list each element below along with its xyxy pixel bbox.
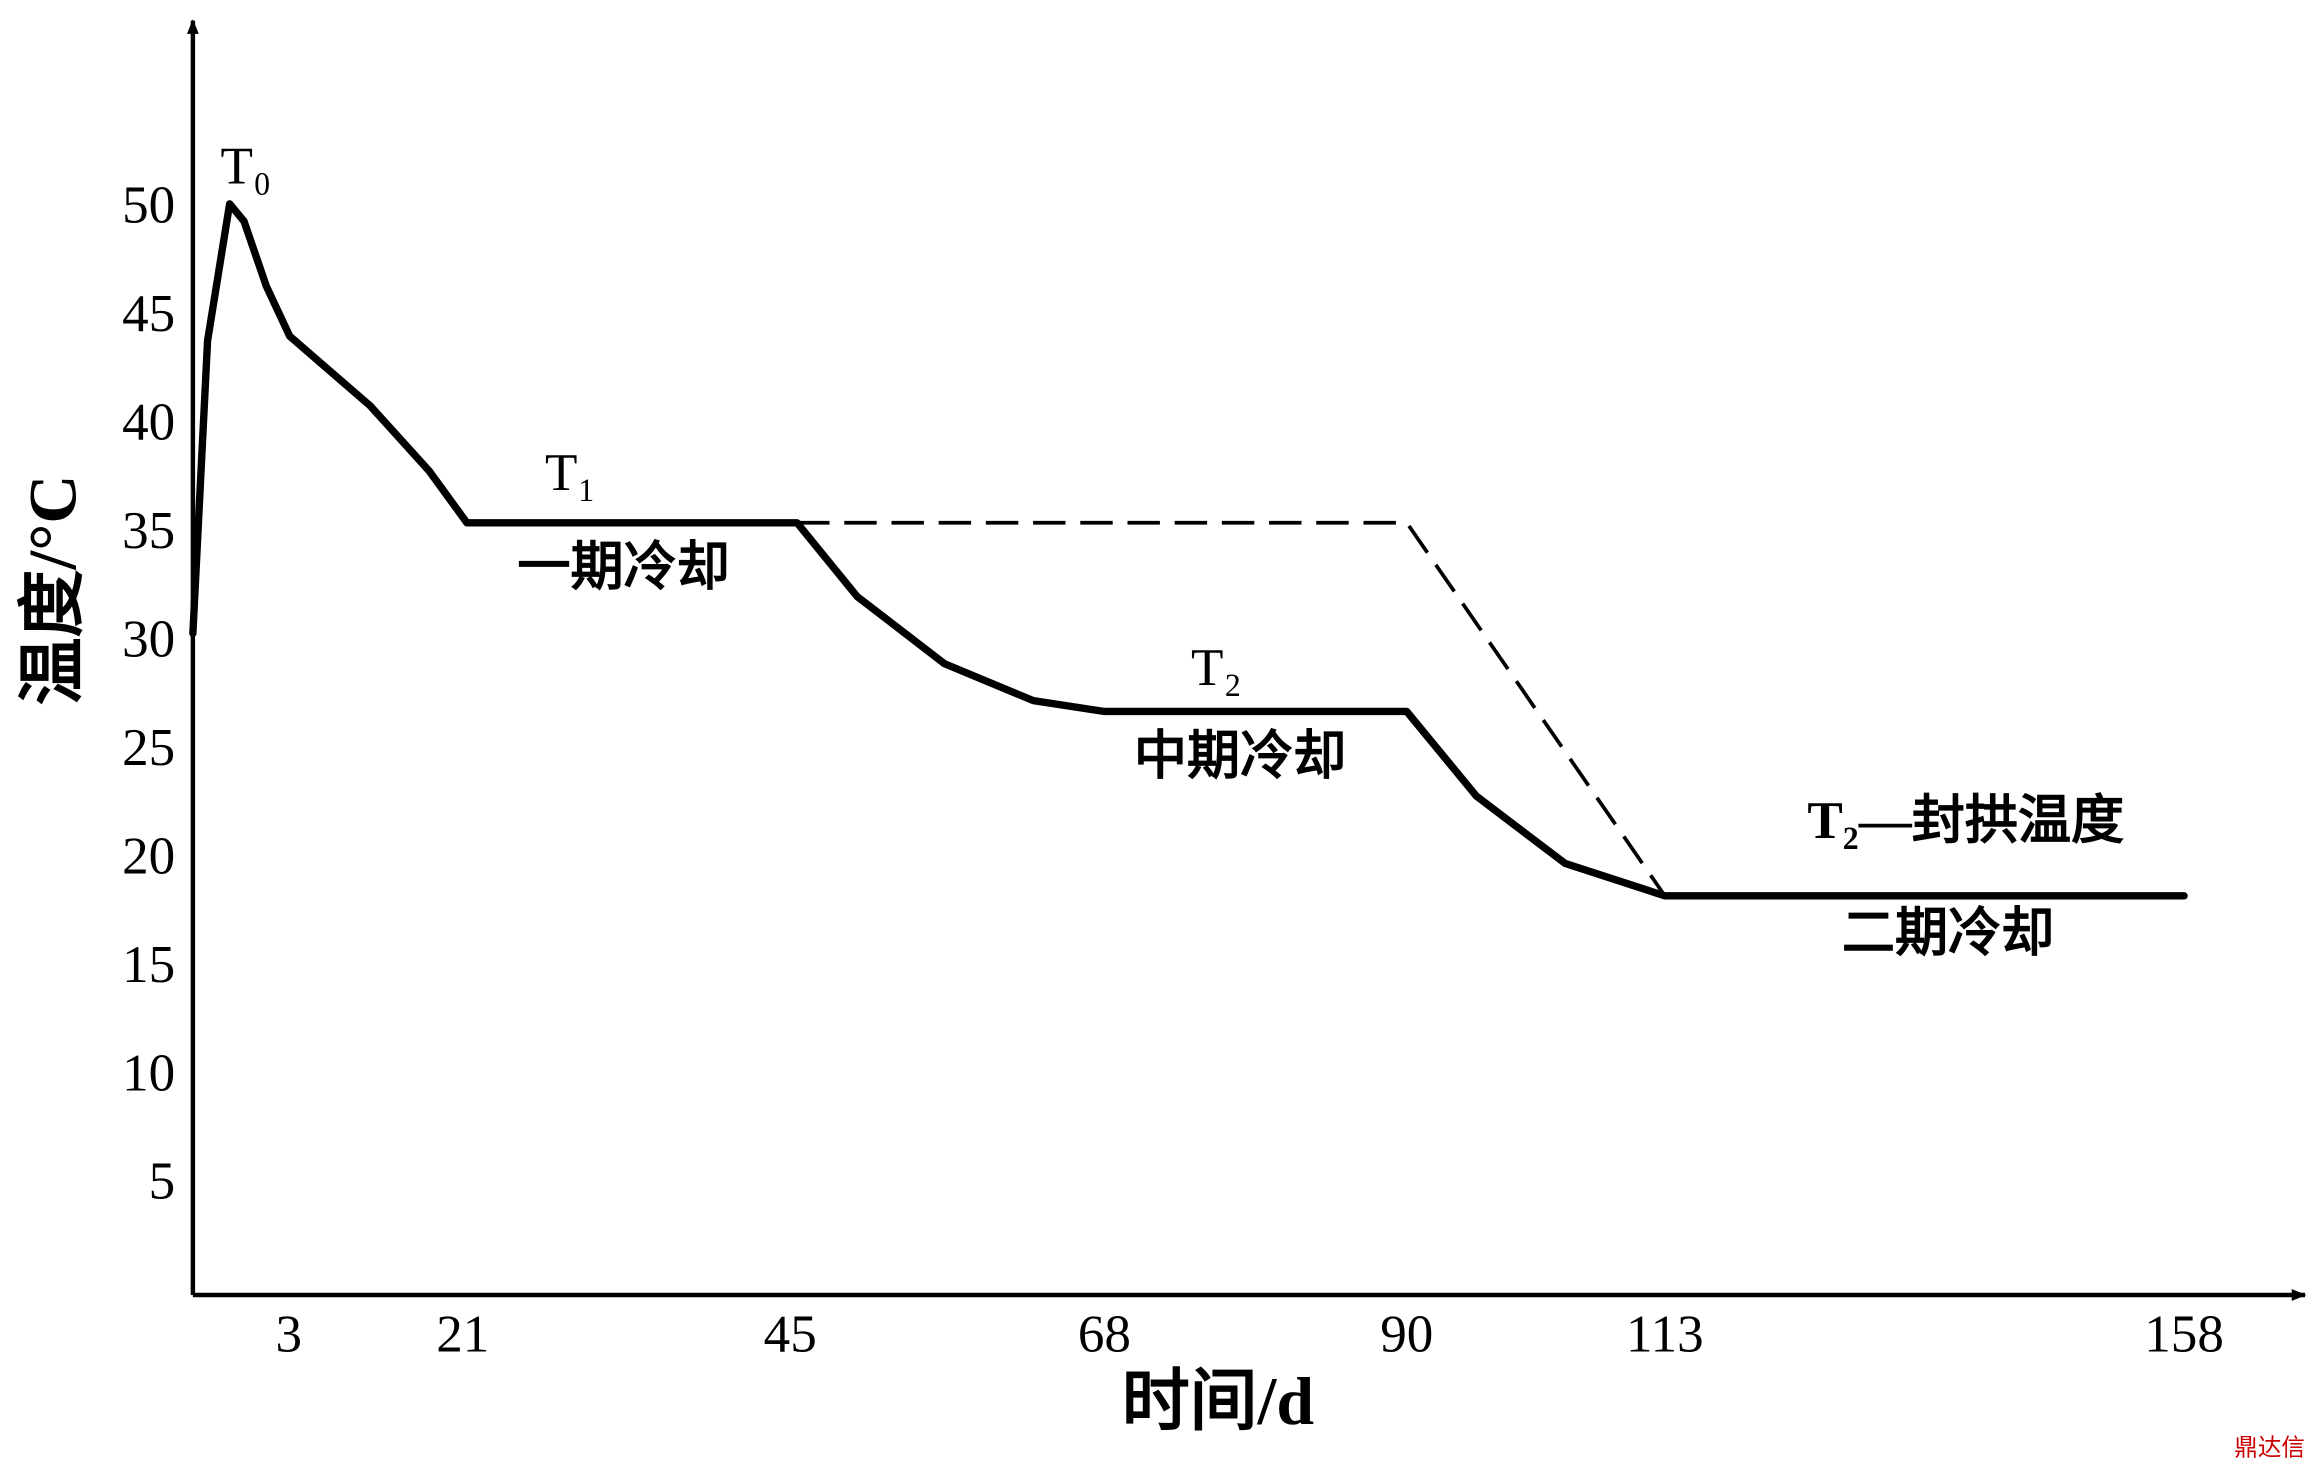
y-tick-label: 10 — [122, 1044, 175, 1102]
annotation: T₂—封拱温度 — [1807, 791, 2124, 850]
y-tick-label: 50 — [122, 177, 175, 235]
x-tick-label: 21 — [436, 1305, 489, 1363]
x-tick-label: 113 — [1626, 1305, 1704, 1363]
y-tick-label: 25 — [122, 719, 175, 777]
y-tick-label: 30 — [122, 610, 175, 668]
watermark: 鼎达信 — [2234, 1434, 2305, 1461]
y-tick-label: 40 — [122, 394, 175, 452]
y-axis-title: 温度/°C — [16, 475, 91, 706]
annotation: 二期冷却 — [1842, 903, 2054, 962]
y-tick-label: 35 — [122, 502, 175, 560]
annotation: T₂ — [1191, 639, 1242, 697]
annotation: T₁ — [545, 444, 596, 502]
x-axis-title: 时间/d — [1122, 1364, 1314, 1439]
x-tick-label: 3 — [275, 1305, 302, 1363]
annotation: T₀ — [221, 137, 272, 195]
y-tick-label: 5 — [149, 1153, 176, 1211]
x-tick-label: 90 — [1380, 1305, 1433, 1363]
y-tick-label: 45 — [122, 285, 175, 343]
x-tick-label: 68 — [1078, 1305, 1131, 1363]
y-tick-label: 15 — [122, 936, 175, 994]
x-tick-label: 45 — [764, 1305, 817, 1363]
y-tick-label: 20 — [122, 827, 175, 885]
line — [189, 200, 2188, 900]
annotation: 一期冷却 — [517, 537, 729, 596]
dashed-line — [797, 520, 1667, 897]
annotation: 中期冷却 — [1134, 726, 1346, 785]
x-tick-label: 158 — [2144, 1305, 2224, 1363]
